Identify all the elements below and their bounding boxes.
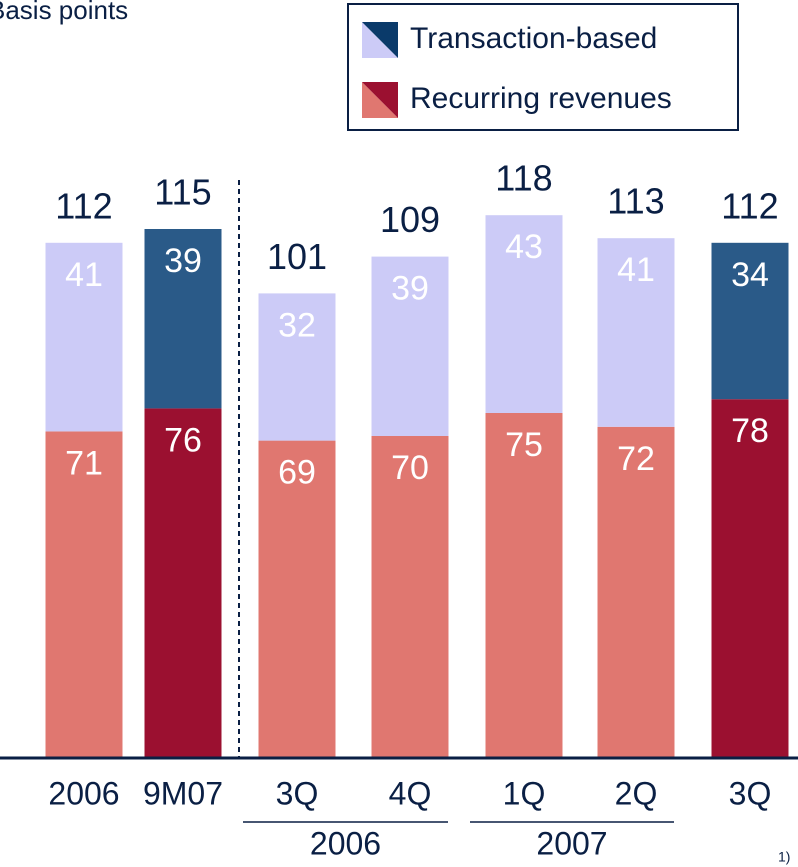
data-label: 70 (391, 449, 429, 487)
x-tick-label: 2Q (615, 775, 658, 811)
data-label: 76 (164, 421, 202, 459)
bar-segment (485, 413, 563, 758)
legend-box (347, 3, 739, 131)
legend-label: Transaction-based (410, 22, 657, 55)
x-tick-label: 3Q (276, 775, 319, 811)
data-label: 41 (65, 256, 103, 294)
x-tick-label: 4Q (389, 775, 432, 811)
subtitle: Basis points (0, 0, 128, 25)
total-label: 115 (154, 172, 211, 213)
data-label: 72 (617, 440, 655, 478)
data-label: 41 (617, 251, 655, 289)
x-tick-label: 3Q (729, 775, 772, 811)
data-label: 43 (505, 228, 543, 266)
data-label: 34 (731, 256, 769, 294)
data-label: 75 (505, 426, 543, 464)
total-label: 101 (267, 236, 327, 277)
group-label: 2007 (536, 825, 607, 861)
total-label: 112 (55, 185, 112, 226)
bar-segment (371, 436, 449, 758)
bar-segment (597, 426, 675, 758)
bar-segment (597, 238, 675, 427)
total-label: 109 (380, 199, 440, 240)
group-label: 2006 (310, 825, 381, 861)
data-label: 71 (65, 444, 103, 482)
bar-segment (45, 431, 123, 758)
bar-segment (711, 242, 789, 400)
bar-segment (258, 440, 336, 758)
total-label: 112 (721, 185, 778, 226)
footnote: 1) (778, 849, 790, 865)
total-label: 118 (495, 158, 552, 199)
bar-segment (371, 256, 449, 436)
data-label: 32 (278, 306, 316, 344)
x-tick-label: 2006 (48, 775, 119, 811)
legend-label: Recurring revenues (410, 82, 672, 115)
bar-segment (258, 293, 336, 441)
data-label: 39 (391, 270, 429, 308)
total-label: 113 (607, 181, 664, 222)
bar-segment (144, 229, 222, 409)
data-label: 69 (278, 454, 316, 492)
bar-segment (144, 408, 222, 758)
bar-segment (711, 399, 789, 758)
data-label: 39 (164, 242, 202, 280)
x-tick-label: 9M07 (143, 775, 223, 811)
x-tick-label: 1Q (503, 775, 546, 811)
bar-segment (485, 215, 563, 413)
legend-swatch (362, 22, 398, 58)
bar-segment (45, 242, 123, 432)
data-label: 78 (731, 412, 769, 450)
legend-swatch (362, 82, 398, 118)
